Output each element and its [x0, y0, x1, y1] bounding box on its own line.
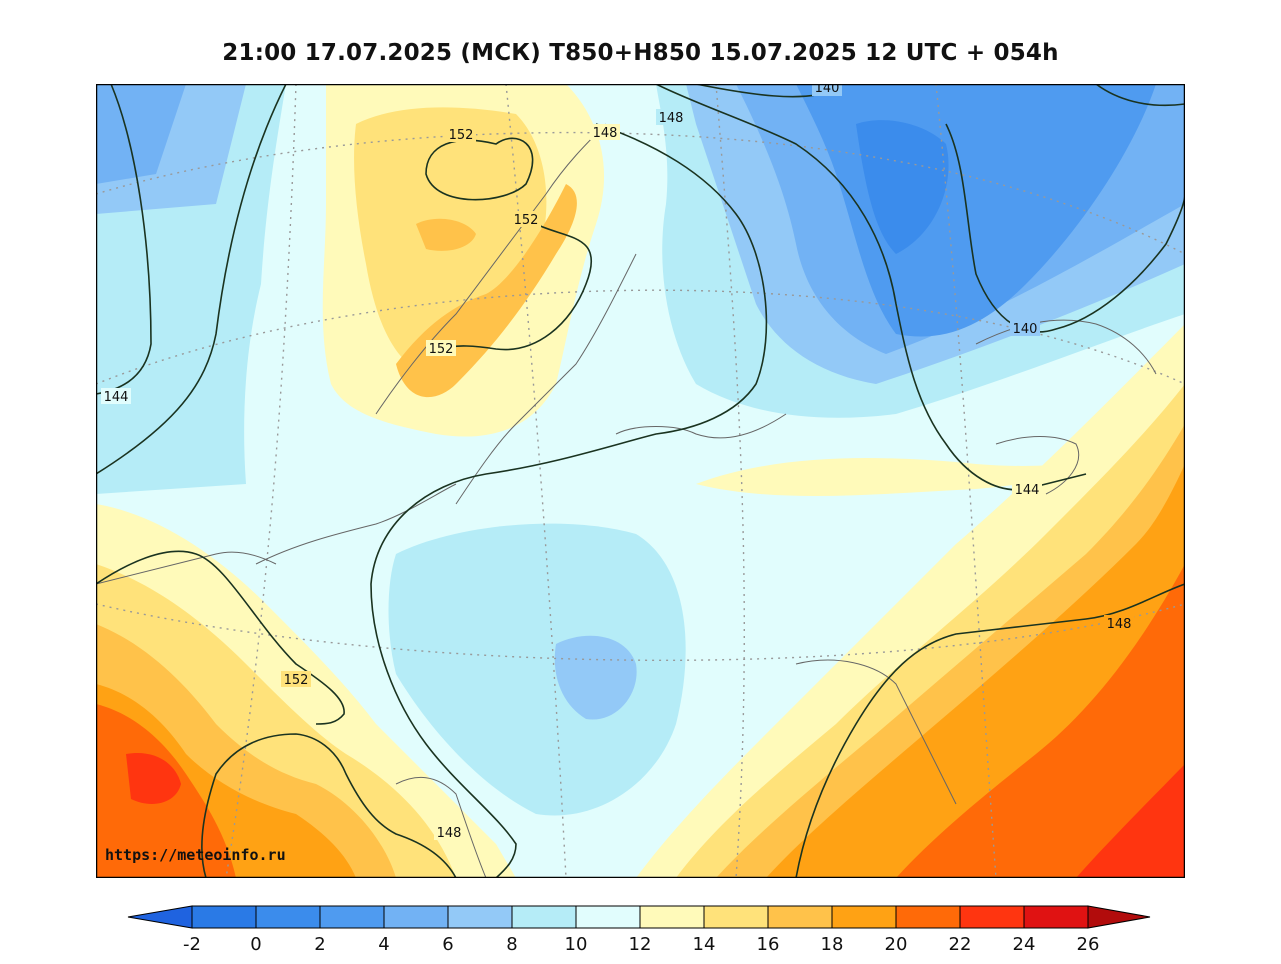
contour-144-west-2 [96, 84, 287, 475]
colorbar-tick-label: 24 [1013, 934, 1036, 955]
coastlines [96, 123, 1157, 878]
colorbar-high-arrow [1087, 905, 1151, 929]
band-8-10-central [388, 523, 686, 816]
colorbar-swatch [255, 905, 321, 929]
colorbar-swatch [959, 905, 1025, 929]
contour-152-north [425, 137, 534, 201]
colorbar-svg: -2 0 2 4 6 8 10 12 14 16 18 20 22 24 26 [127, 905, 1151, 955]
colorbar-tick-label: 12 [629, 934, 652, 955]
colorbar-swatch [895, 905, 961, 929]
contour-144-northeast [1095, 84, 1185, 107]
colorbar-tick-label: 8 [506, 934, 517, 955]
colorbar: -2 0 2 4 6 8 10 12 14 16 18 20 22 24 26 [126, 904, 1156, 964]
contour-label: 140 [815, 84, 840, 96]
colorbar-tick-label: 22 [949, 934, 972, 955]
h850-contours [96, 84, 1185, 878]
contour-140-east [945, 123, 1185, 333]
colorbar-swatches [127, 905, 1151, 929]
contour-label: 148 [659, 111, 684, 126]
contour-label: 148 [593, 126, 618, 141]
band-16-18-spot [416, 218, 476, 251]
colorbar-swatch [575, 905, 641, 929]
contour-148-main [370, 123, 768, 878]
colorbar-swatch [191, 905, 257, 929]
contour-label: 144 [104, 390, 129, 405]
colorbar-tick-label: 6 [442, 934, 453, 955]
colorbar-low-arrow [127, 905, 193, 929]
colorbar-swatch [319, 905, 385, 929]
source-watermark: https://meteoinfo.ru [105, 846, 286, 864]
contour-label: 152 [449, 128, 474, 143]
contour-148-southeast [795, 583, 1185, 878]
band-0-2-east [856, 120, 949, 254]
map-frame [96, 84, 1185, 878]
contour-label: 152 [514, 213, 539, 228]
colorbar-tick-label: 10 [565, 934, 588, 955]
colorbar-swatch [1023, 905, 1089, 929]
contour-144-west [96, 84, 152, 395]
band-6-8-central [554, 635, 637, 720]
contour-label: 148 [437, 826, 462, 841]
band-4-6-west [96, 84, 186, 184]
band-22-24-southwest [126, 753, 181, 804]
colorbar-tick-label: -2 [183, 934, 201, 955]
colorbar-tick-label: 0 [250, 934, 261, 955]
map-title: 21:00 17.07.2025 (МСК) T850+H850 15.07.2… [222, 40, 1059, 66]
colorbar-swatch [831, 905, 897, 929]
map-panel: 140 144 148 152 152 152 148 144 144 140 … [96, 84, 1185, 878]
contour-label: 152 [429, 342, 454, 357]
contour-148-south [201, 733, 457, 878]
colorbar-tick-label: 26 [1077, 934, 1100, 955]
colorbar-swatch [767, 905, 833, 929]
colorbar-tick-label: 2 [314, 934, 325, 955]
colorbar-tick-label: 14 [693, 934, 716, 955]
contour-label: 148 [1107, 617, 1132, 632]
colorbar-swatch [511, 905, 577, 929]
colorbar-swatch [447, 905, 513, 929]
graticule [96, 84, 1185, 878]
colorbar-swatch [703, 905, 769, 929]
contour-label: 152 [284, 673, 309, 688]
colorbar-swatch [639, 905, 705, 929]
contour-labels: 140 144 148 152 152 152 148 144 144 140 … [101, 84, 1134, 841]
contour-label: 140 [1013, 322, 1038, 337]
colorbar-tick-label: 20 [885, 934, 908, 955]
colorbar-swatch [383, 905, 449, 929]
contour-label: 144 [1015, 483, 1040, 498]
contour-152-south [96, 550, 345, 725]
contour-152-mid [440, 223, 593, 351]
band-22-24-southeast [1076, 764, 1185, 878]
colorbar-tick-label: 4 [378, 934, 389, 955]
temperature-field-map: 140 144 148 152 152 152 148 144 144 140 … [96, 84, 1185, 878]
colorbar-tick-label: 16 [757, 934, 780, 955]
colorbar-ticks: -2 0 2 4 6 8 10 12 14 16 18 20 22 24 26 [183, 934, 1099, 955]
band-12-14-east-strip [696, 454, 1116, 496]
band-20-22-southeast [896, 564, 1185, 878]
colorbar-tick-label: 18 [821, 934, 844, 955]
